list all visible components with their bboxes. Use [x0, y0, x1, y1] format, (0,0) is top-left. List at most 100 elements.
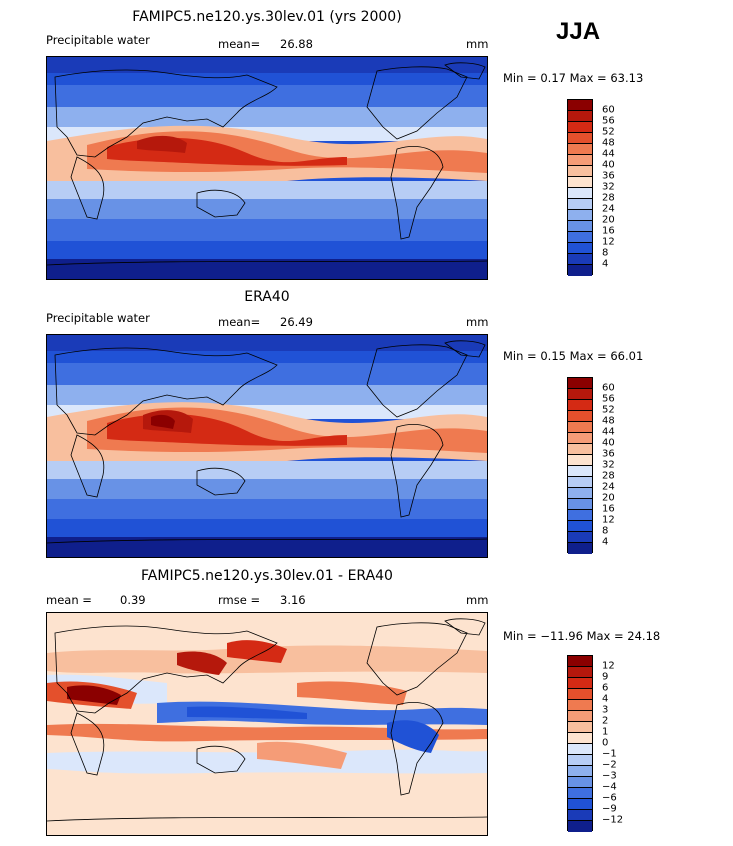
colorbar-swatch	[568, 722, 592, 733]
colorbar-level-label: 4	[602, 693, 609, 705]
colorbar-level-label: 16	[602, 225, 615, 237]
colorbar-level-label: 48	[602, 415, 615, 427]
colorbar-swatch	[568, 243, 592, 254]
colorbar-swatch	[568, 177, 592, 188]
colorbar-swatch	[568, 788, 592, 799]
colorbar-swatch	[568, 411, 592, 422]
colorbar-swatch	[568, 444, 592, 455]
panel1-range-text: Min = 0.17 Max = 63.13	[503, 71, 644, 85]
colorbar-swatch	[568, 221, 592, 232]
colorbar-swatch	[568, 711, 592, 722]
colorbar-level-label: 44	[602, 148, 615, 160]
colorbar-swatch	[568, 155, 592, 166]
colorbar-level-label: 28	[602, 470, 615, 482]
colorbar-level-label: 60	[602, 104, 615, 116]
panel3-map	[46, 612, 488, 836]
colorbar-swatch	[568, 466, 592, 477]
colorbar-swatch	[568, 122, 592, 133]
colorbar-level-label: 0	[602, 737, 609, 749]
colorbar-level-label: −9	[602, 803, 617, 815]
colorbar-level-label: 6	[602, 682, 609, 694]
panel2-variable-label: Precipitable water	[46, 311, 150, 325]
colorbar-level-label: 52	[602, 126, 615, 138]
colorbar-level-label: 24	[602, 481, 615, 493]
panel3-rmse-label: rmse =	[218, 593, 261, 607]
panel1-colorbar	[567, 99, 593, 276]
colorbar-level-label: 36	[602, 170, 615, 182]
panel1-map	[46, 56, 488, 280]
panel1-title: FAMIPC5.ne120.ys.30lev.01 (yrs 2000)	[132, 9, 402, 25]
colorbar-swatch	[568, 133, 592, 144]
colorbar-swatch	[568, 433, 592, 444]
panel3-rmse-value: 3.16	[280, 593, 306, 607]
colorbar-swatch	[568, 689, 592, 700]
panel3-title: FAMIPC5.ne120.ys.30lev.01 - ERA40	[141, 568, 393, 584]
panel1-units: mm	[466, 37, 489, 51]
colorbar-level-label: 40	[602, 159, 615, 171]
colorbar-swatch	[568, 100, 592, 111]
panel1-mean-label: mean=	[218, 37, 261, 51]
colorbar-swatch	[568, 678, 592, 689]
colorbar-level-label: −1	[602, 748, 617, 760]
colorbar-swatch	[568, 389, 592, 400]
panel1-field	[47, 57, 487, 279]
colorbar-swatch	[568, 744, 592, 755]
panel2-range-text: Min = 0.15 Max = 66.01	[503, 349, 644, 363]
colorbar-swatch	[568, 799, 592, 810]
colorbar-swatch	[568, 232, 592, 243]
colorbar-swatch	[568, 667, 592, 678]
colorbar-level-label: 2	[602, 715, 609, 727]
colorbar-swatch	[568, 755, 592, 766]
panel2-map	[46, 334, 488, 558]
colorbar-level-label: 28	[602, 192, 615, 204]
colorbar-level-label: 48	[602, 137, 615, 149]
colorbar-swatch	[568, 521, 592, 532]
colorbar-swatch	[568, 188, 592, 199]
colorbar-swatch	[568, 166, 592, 177]
colorbar-level-label: 1	[602, 726, 609, 738]
panel3-field	[47, 613, 487, 835]
colorbar-level-label: 32	[602, 459, 615, 471]
colorbar-level-label: 20	[602, 214, 615, 226]
season-label: JJA	[556, 18, 601, 45]
panel3-colorbar	[567, 655, 593, 832]
panel2-colorbar	[567, 377, 593, 554]
colorbar-level-label: 20	[602, 492, 615, 504]
colorbar-swatch	[568, 199, 592, 210]
colorbar-swatch	[568, 499, 592, 510]
colorbar-level-label: 12	[602, 236, 615, 248]
colorbar-swatch	[568, 777, 592, 788]
colorbar-level-label: −2	[602, 759, 617, 771]
colorbar-level-label: 4	[602, 536, 609, 548]
colorbar-level-label: 9	[602, 671, 609, 683]
colorbar-level-label: 3	[602, 704, 609, 716]
panel2-field	[47, 335, 487, 557]
colorbar-swatch	[568, 265, 592, 276]
colorbar-level-label: −3	[602, 770, 617, 782]
colorbar-swatch	[568, 700, 592, 711]
panel3-mean-label: mean =	[46, 593, 92, 607]
panel2-colorbar-labels: 60 56 52 48 44 40 36 32 28 24 20 16 12 8 4	[602, 377, 642, 553]
panel1-colorbar-labels: 60 56 52 48 44 40 36 32 28 24 20 16 12 8 4	[602, 99, 642, 275]
colorbar-level-label: −6	[602, 792, 617, 804]
colorbar-level-label: 40	[602, 437, 615, 449]
colorbar-swatch	[568, 378, 592, 389]
colorbar-swatch	[568, 477, 592, 488]
colorbar-swatch	[568, 510, 592, 521]
colorbar-level-label: 8	[602, 247, 609, 259]
colorbar-swatch	[568, 821, 592, 832]
colorbar-level-label: 16	[602, 503, 615, 515]
panel3-units: mm	[466, 593, 489, 607]
panel3-colorbar-labels: 12 9 6 4 3 2 1 0 −1 −2 −3 −4 −6 −9 −12	[602, 655, 642, 831]
colorbar-level-label: 4	[602, 258, 609, 270]
colorbar-level-label: 44	[602, 426, 615, 438]
panel2-mean-value: 26.49	[280, 315, 313, 329]
panel2-title: ERA40	[244, 289, 290, 305]
colorbar-level-label: 8	[602, 525, 609, 537]
colorbar-level-label: 32	[602, 181, 615, 193]
colorbar-swatch	[568, 400, 592, 411]
panel2-mean-label: mean=	[218, 315, 261, 329]
colorbar-swatch	[568, 455, 592, 466]
colorbar-swatch	[568, 733, 592, 744]
colorbar-level-label: 12	[602, 514, 615, 526]
